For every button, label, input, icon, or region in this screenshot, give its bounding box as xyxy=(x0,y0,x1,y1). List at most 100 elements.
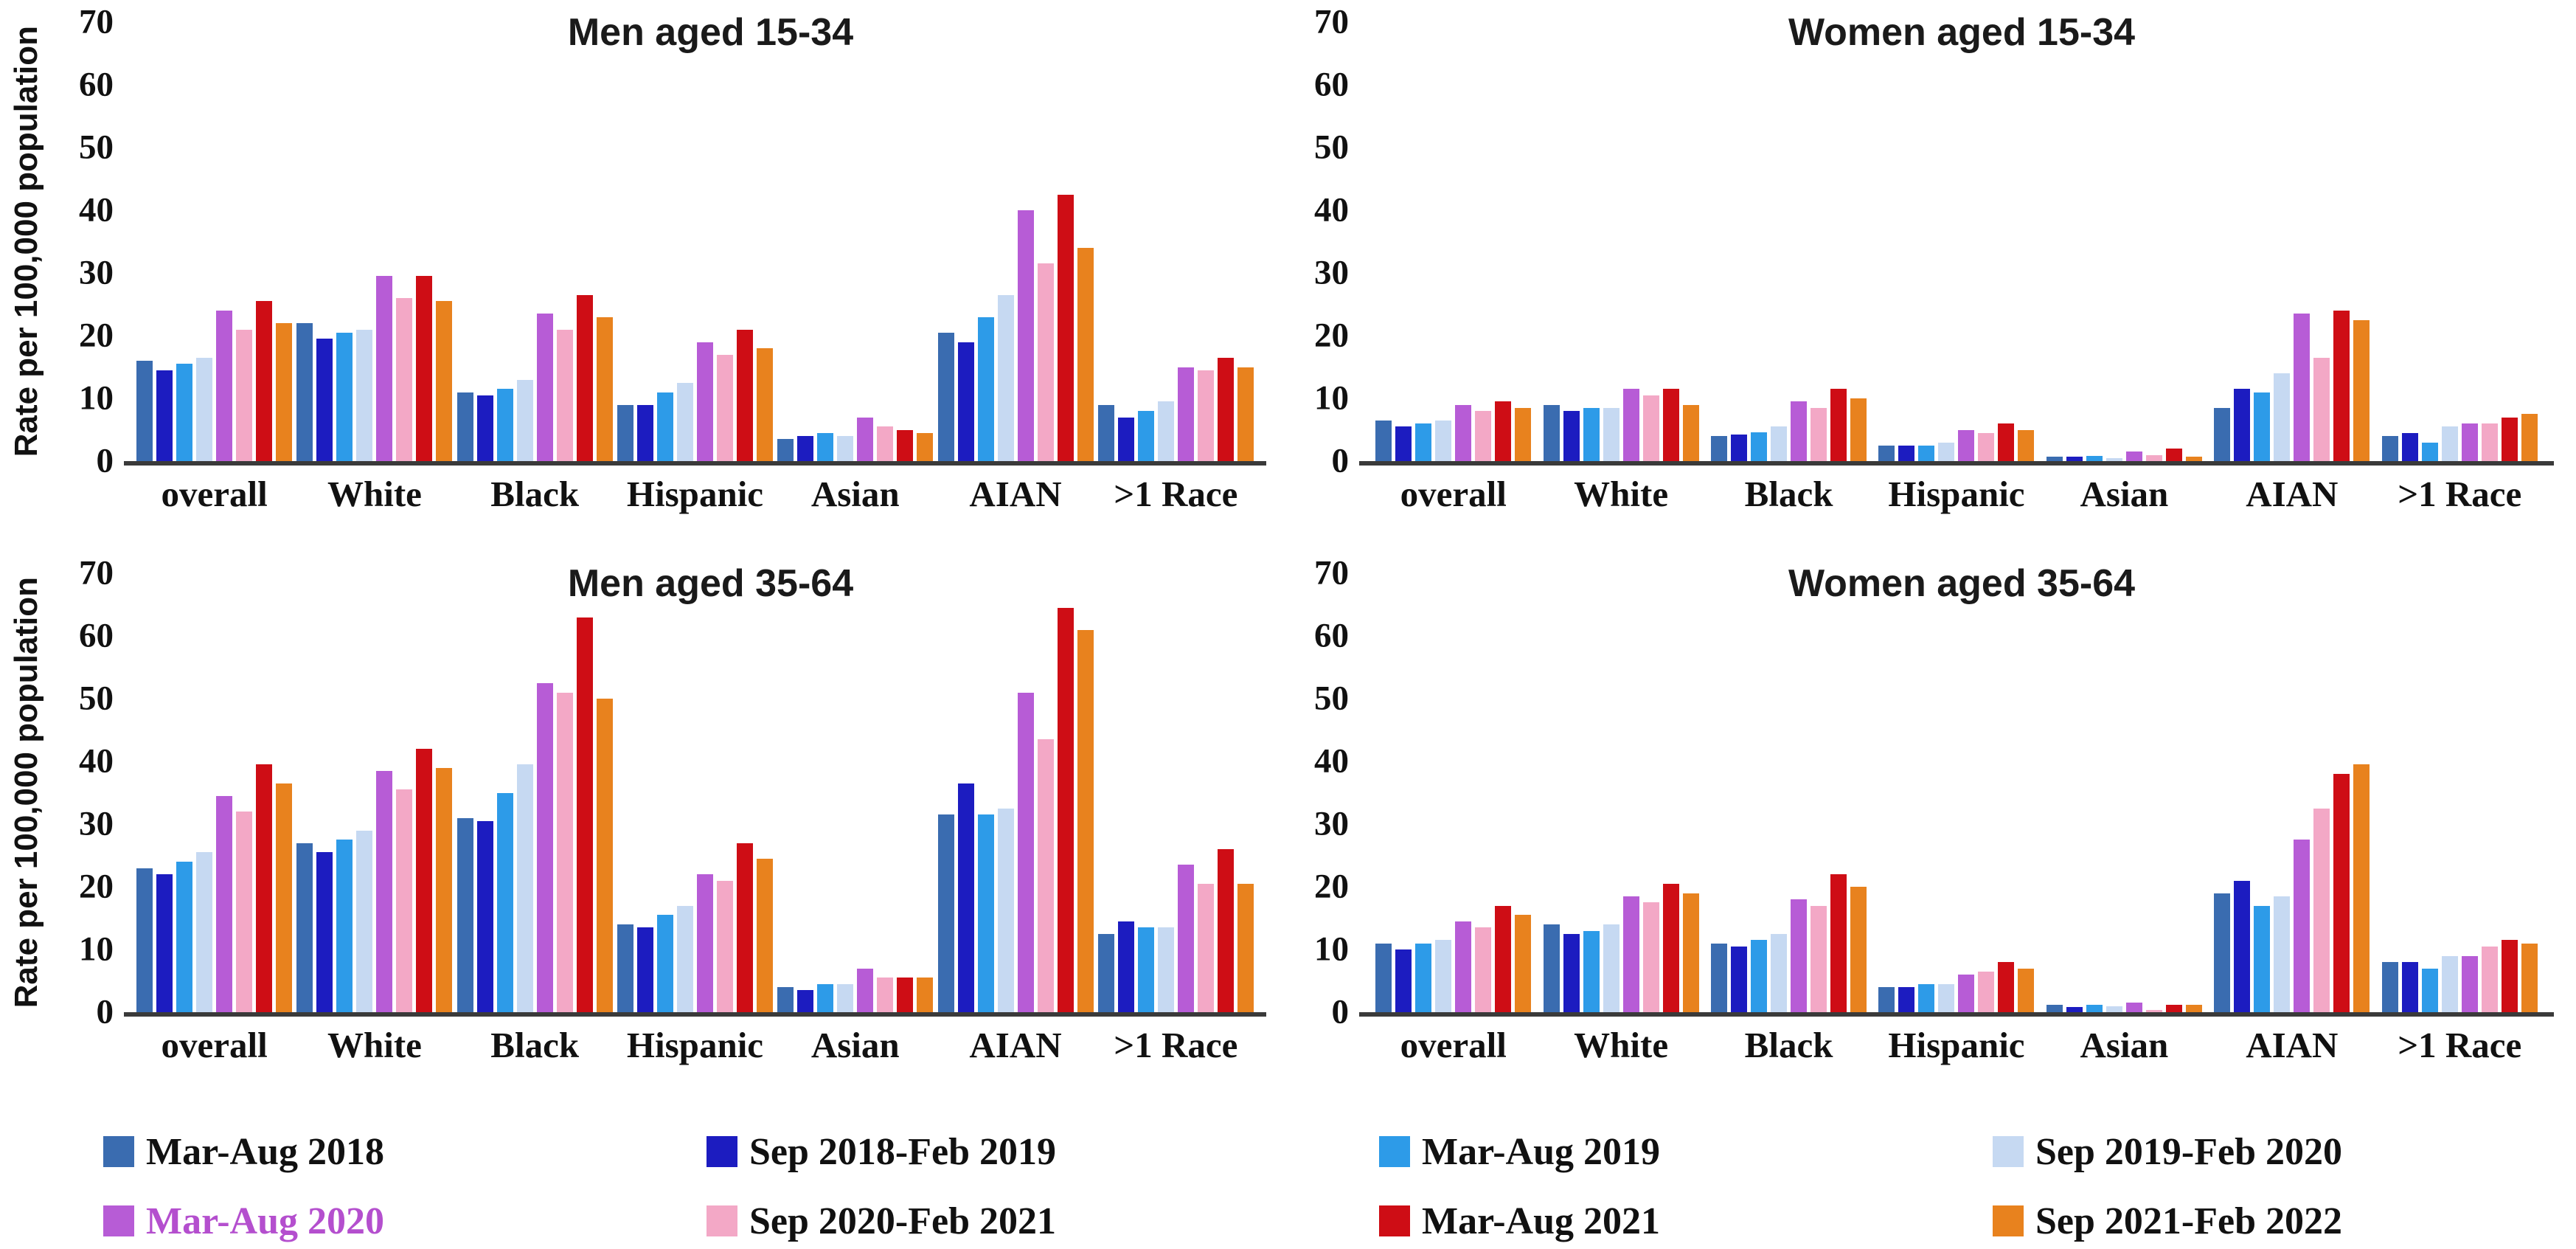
bar xyxy=(1415,423,1432,461)
bar xyxy=(1237,883,1254,1012)
bar xyxy=(736,329,753,461)
bar xyxy=(1603,924,1619,1012)
bar xyxy=(1791,401,1808,461)
bar xyxy=(436,767,453,1012)
bar xyxy=(817,983,834,1012)
bar xyxy=(2401,962,2418,1012)
bar xyxy=(1157,927,1174,1012)
x-category-label: White xyxy=(1574,1025,1669,1065)
bar xyxy=(2421,968,2438,1012)
bar xyxy=(476,820,493,1012)
bar xyxy=(276,783,293,1012)
x-category-label: Black xyxy=(490,474,580,514)
y-axis-label: Rate per 100,000 population xyxy=(8,26,44,457)
panel-men-35-64: Men aged 35-64 Rate per 100,000 populatio… xyxy=(0,551,1288,1102)
bar xyxy=(396,789,413,1012)
bar xyxy=(236,329,253,461)
bar-group-aian xyxy=(2208,22,2375,461)
bar xyxy=(917,432,934,461)
bar xyxy=(176,364,193,461)
bar xyxy=(1682,404,1699,461)
x-axis-labels: overall White Black Hispanic Asian AIAN >1 Rac… xyxy=(124,1024,1266,1066)
bar xyxy=(1918,983,1935,1012)
bar xyxy=(376,276,393,461)
legend-swatch xyxy=(103,1205,134,1236)
bar xyxy=(1017,210,1034,461)
legend-label: Mar-Aug 2020 xyxy=(146,1200,385,1242)
bar xyxy=(1435,940,1452,1012)
legend-swatch xyxy=(1993,1136,2024,1167)
y-tick-label: 0 xyxy=(96,992,114,1031)
bar-group-asian xyxy=(775,22,935,461)
bar xyxy=(1682,893,1699,1012)
bar xyxy=(1197,883,1214,1012)
bar xyxy=(736,843,753,1012)
bar xyxy=(336,332,353,461)
x-axis-labels: overall White Black Hispanic Asian AIAN >1 Rac… xyxy=(124,473,1266,515)
bar xyxy=(2145,1010,2162,1012)
bar xyxy=(2274,373,2291,461)
bar xyxy=(2165,1004,2182,1012)
bar xyxy=(416,749,433,1012)
bar xyxy=(997,808,1014,1012)
bar xyxy=(2501,940,2518,1012)
bar xyxy=(857,968,874,1012)
plot-wrap: 0 10 20 30 40 50 60 70 overall White Black Hispanic… xyxy=(1288,4,2554,515)
plot-column: overall White Black Hispanic Asian AIAN >1 Rac… xyxy=(124,22,1266,515)
plot-area xyxy=(124,22,1266,466)
x-category-label: overall xyxy=(161,474,268,514)
plot-area xyxy=(1359,573,2554,1017)
bar xyxy=(797,436,814,461)
legend-item: Sep 2020-Feb 2021 xyxy=(707,1200,1379,1243)
legend-label: Sep 2020-Feb 2021 xyxy=(749,1200,1056,1242)
x-category-label: Black xyxy=(490,1025,580,1065)
bar xyxy=(696,342,713,461)
bar xyxy=(136,361,153,461)
bar xyxy=(897,978,914,1012)
x-category-label: overall xyxy=(1400,1025,1507,1065)
bar xyxy=(2018,968,2035,1012)
bar-group--1-race xyxy=(2376,573,2544,1012)
x-category-label: White xyxy=(327,1025,422,1065)
bar xyxy=(1791,899,1808,1012)
y-tick-label: 60 xyxy=(79,616,114,655)
panel-title: Women aged 15-34 xyxy=(1788,11,2136,54)
x-category-label: Hispanic xyxy=(1888,474,2025,514)
bar xyxy=(1017,692,1034,1012)
x-category-label: AIAN xyxy=(969,1025,1062,1065)
y-tick-label: 50 xyxy=(79,679,114,718)
plot-wrap: Rate per 100,000 population 0 10 20 30 40 50 60… xyxy=(0,556,1266,1066)
y-tick-label: 20 xyxy=(1314,316,1349,355)
bar xyxy=(1455,921,1472,1012)
bar xyxy=(536,682,553,1012)
bar xyxy=(476,395,493,461)
bar xyxy=(2481,423,2498,461)
y-tick-label: 70 xyxy=(79,2,114,41)
bar xyxy=(1918,445,1935,461)
bar xyxy=(256,764,273,1012)
bar-group-white xyxy=(294,22,454,461)
bar xyxy=(1958,975,1975,1012)
bar xyxy=(817,432,834,461)
bar xyxy=(1515,915,1532,1012)
bar xyxy=(356,830,373,1012)
legend-item: Sep 2019-Feb 2020 xyxy=(1993,1130,2576,1174)
bar xyxy=(2105,457,2122,461)
plot-area xyxy=(1359,22,2554,466)
bar xyxy=(1177,367,1194,461)
bar xyxy=(2125,1003,2142,1012)
panel-title: Women aged 35-64 xyxy=(1788,562,2136,605)
bar xyxy=(2145,454,2162,461)
panel-title: Men aged 15-34 xyxy=(567,11,854,54)
bar xyxy=(336,840,353,1012)
bar xyxy=(376,770,393,1012)
y-tick-label: 40 xyxy=(1314,741,1349,781)
panel-title: Men aged 35-64 xyxy=(567,562,854,605)
y-tick-label: 50 xyxy=(79,128,114,167)
bar xyxy=(636,404,653,461)
bar xyxy=(1711,943,1728,1012)
bar xyxy=(1811,905,1827,1012)
bar xyxy=(196,357,213,461)
y-tick-label: 40 xyxy=(79,190,114,229)
bar-group-black xyxy=(1705,22,1872,461)
